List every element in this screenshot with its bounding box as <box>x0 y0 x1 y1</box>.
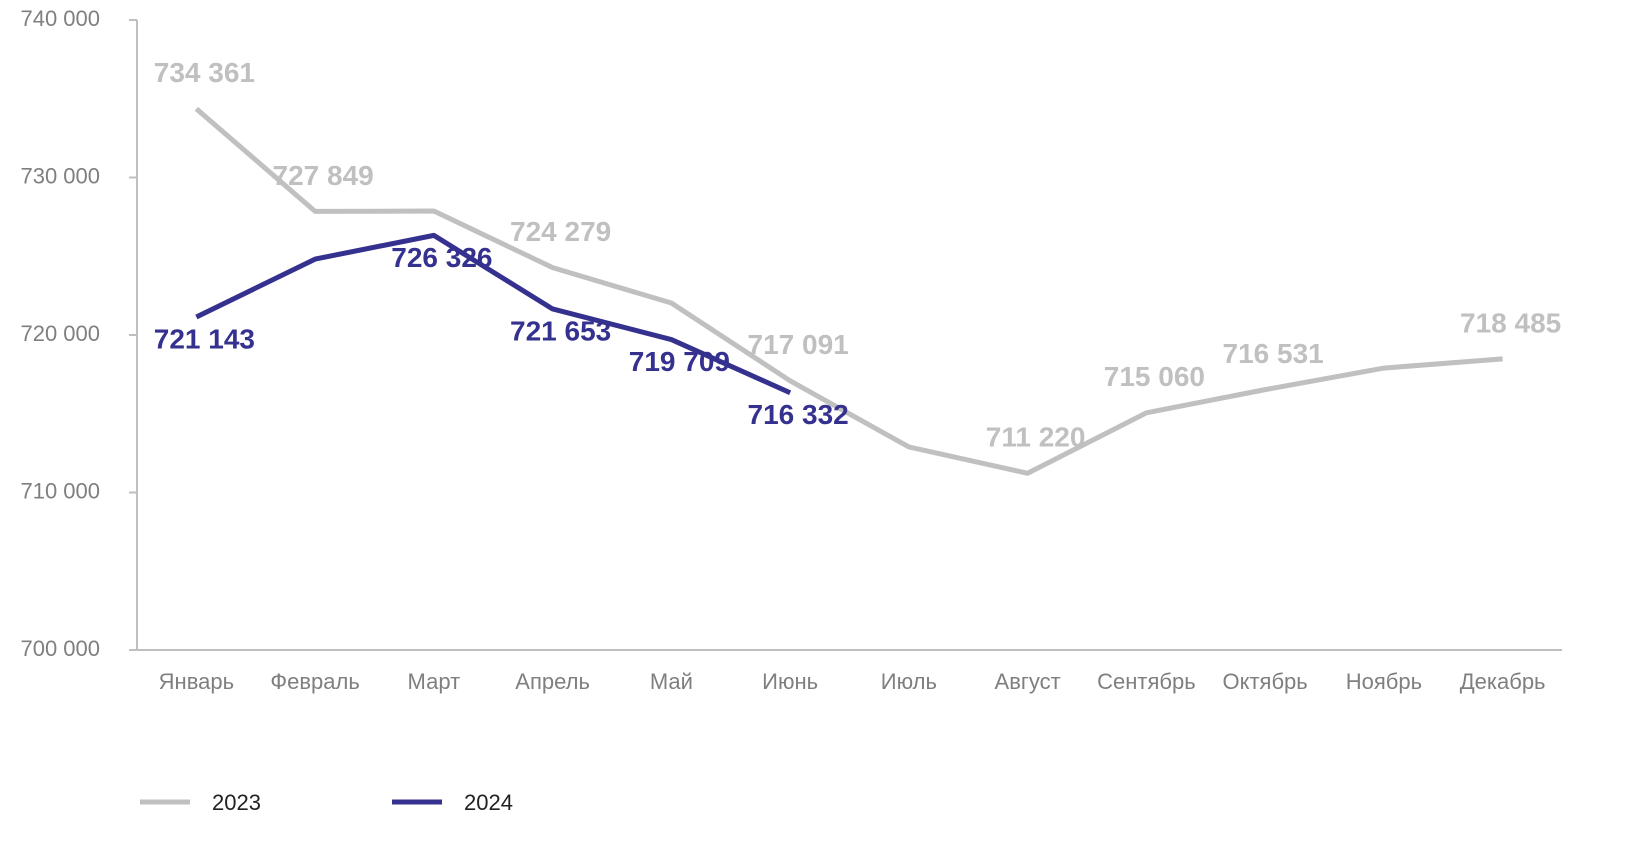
x-tick-label: Май <box>650 669 693 694</box>
y-tick-label: 730 000 <box>20 163 100 188</box>
x-tick-label: Июнь <box>762 669 818 694</box>
y-tick-label: 720 000 <box>20 321 100 346</box>
data-label: 716 531 <box>1223 338 1324 369</box>
x-tick-label: Январь <box>159 669 234 694</box>
data-label: 721 653 <box>510 315 611 346</box>
data-label: 715 060 <box>1104 361 1205 392</box>
data-label: 717 091 <box>748 329 849 360</box>
data-label: 719 709 <box>629 346 730 377</box>
x-tick-label: Февраль <box>270 669 359 694</box>
legend-label: 2023 <box>212 790 261 815</box>
x-tick-label: Декабрь <box>1460 669 1546 694</box>
data-label: 718 485 <box>1460 307 1561 338</box>
x-tick-label: Июль <box>881 669 937 694</box>
data-label: 716 332 <box>748 399 849 430</box>
data-label: 726 326 <box>391 242 492 273</box>
series-line <box>195 232 792 396</box>
x-tick-label: Сентябрь <box>1097 669 1196 694</box>
x-tick-label: Март <box>408 669 461 694</box>
data-label: 721 143 <box>154 323 255 354</box>
x-tick-label: Октябрь <box>1222 669 1307 694</box>
data-label: 711 220 <box>986 422 1086 453</box>
x-tick-label: Август <box>995 669 1061 694</box>
data-label: 724 279 <box>510 216 611 247</box>
data-label: 734 361 <box>154 57 255 88</box>
y-tick-label: 710 000 <box>20 478 100 503</box>
legend-label: 2024 <box>464 790 513 815</box>
series-line <box>194 106 1503 476</box>
y-tick-label: 700 000 <box>20 636 100 661</box>
data-label: 727 849 <box>273 160 374 191</box>
x-tick-label: Ноябрь <box>1346 669 1422 694</box>
y-tick-label: 740 000 <box>20 6 100 31</box>
x-tick-label: Апрель <box>515 669 590 694</box>
